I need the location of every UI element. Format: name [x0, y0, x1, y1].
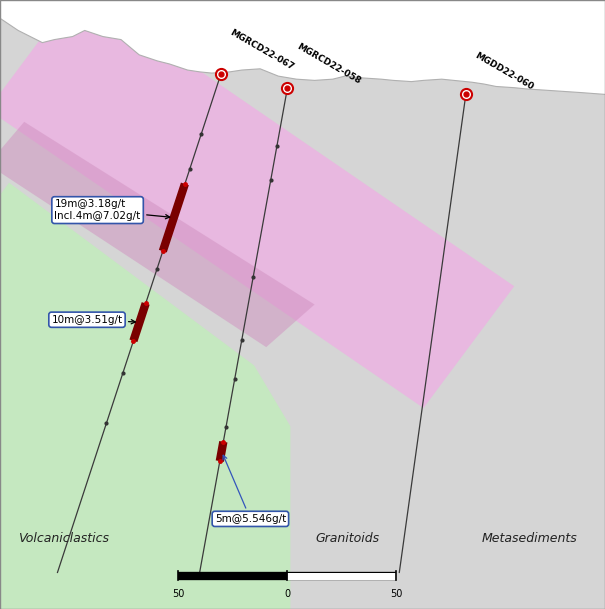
Text: 0: 0	[284, 589, 290, 599]
Polygon shape	[0, 0, 514, 408]
Text: 19m@3.18g/t
Incl.4m@7.02g/t: 19m@3.18g/t Incl.4m@7.02g/t	[54, 199, 170, 221]
Text: 50: 50	[172, 589, 185, 599]
Text: Volcaniclastics: Volcaniclastics	[18, 532, 109, 546]
Text: 5m@5.546g/t: 5m@5.546g/t	[215, 456, 286, 524]
Text: Granitoids: Granitoids	[316, 532, 380, 546]
Text: MGRCD22-067: MGRCD22-067	[228, 28, 295, 72]
Polygon shape	[0, 183, 290, 609]
Text: MGDD22-060: MGDD22-060	[473, 51, 535, 92]
Text: 10m@3.51g/t: 10m@3.51g/t	[51, 315, 136, 325]
Polygon shape	[0, 122, 315, 347]
Polygon shape	[0, 0, 605, 94]
Text: MGRCD22-058: MGRCD22-058	[295, 42, 362, 86]
Text: 50: 50	[390, 589, 402, 599]
Text: Metasediments: Metasediments	[482, 532, 577, 546]
